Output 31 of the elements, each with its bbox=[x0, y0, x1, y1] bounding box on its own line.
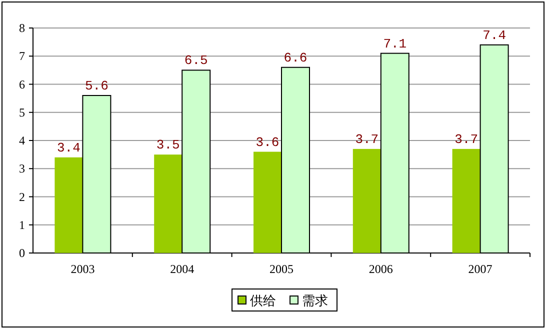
bar bbox=[452, 148, 480, 253]
data-label: 6.5 bbox=[184, 53, 208, 68]
y-tick-label: 3 bbox=[19, 162, 25, 176]
data-label: 7.4 bbox=[482, 28, 506, 43]
bar bbox=[54, 157, 83, 253]
legend-label: 供给 bbox=[250, 293, 276, 308]
y-tick-label: 5 bbox=[19, 105, 25, 120]
y-tick-label: 6 bbox=[19, 77, 25, 92]
legend-label: 需求 bbox=[302, 293, 328, 308]
bar bbox=[154, 154, 182, 253]
y-tick-label: 2 bbox=[19, 190, 25, 204]
x-tick-label: 2007 bbox=[468, 262, 492, 276]
data-label: 3.7 bbox=[355, 132, 379, 147]
x-tick-label: 2004 bbox=[170, 262, 194, 276]
data-label: 3.4 bbox=[56, 140, 81, 156]
x-tick-label: 2005 bbox=[270, 262, 294, 276]
data-label: 3.6 bbox=[256, 134, 280, 150]
bar bbox=[254, 152, 282, 253]
data-label: 6.6 bbox=[284, 50, 308, 66]
x-tick-label: 2003 bbox=[70, 262, 95, 276]
y-tick-label: 4 bbox=[19, 134, 25, 148]
data-label: 5.6 bbox=[84, 78, 108, 94]
y-tick-label: 0 bbox=[19, 246, 25, 260]
bar bbox=[352, 148, 381, 253]
data-label: 3.7 bbox=[454, 132, 478, 147]
y-tick-label: 7 bbox=[19, 49, 25, 64]
y-tick-label: 8 bbox=[19, 21, 25, 35]
y-tick-label: 1 bbox=[19, 218, 25, 232]
data-label: 7.1 bbox=[383, 36, 407, 52]
data-label: 3.5 bbox=[156, 138, 180, 153]
x-tick-label: 2006 bbox=[368, 262, 393, 276]
